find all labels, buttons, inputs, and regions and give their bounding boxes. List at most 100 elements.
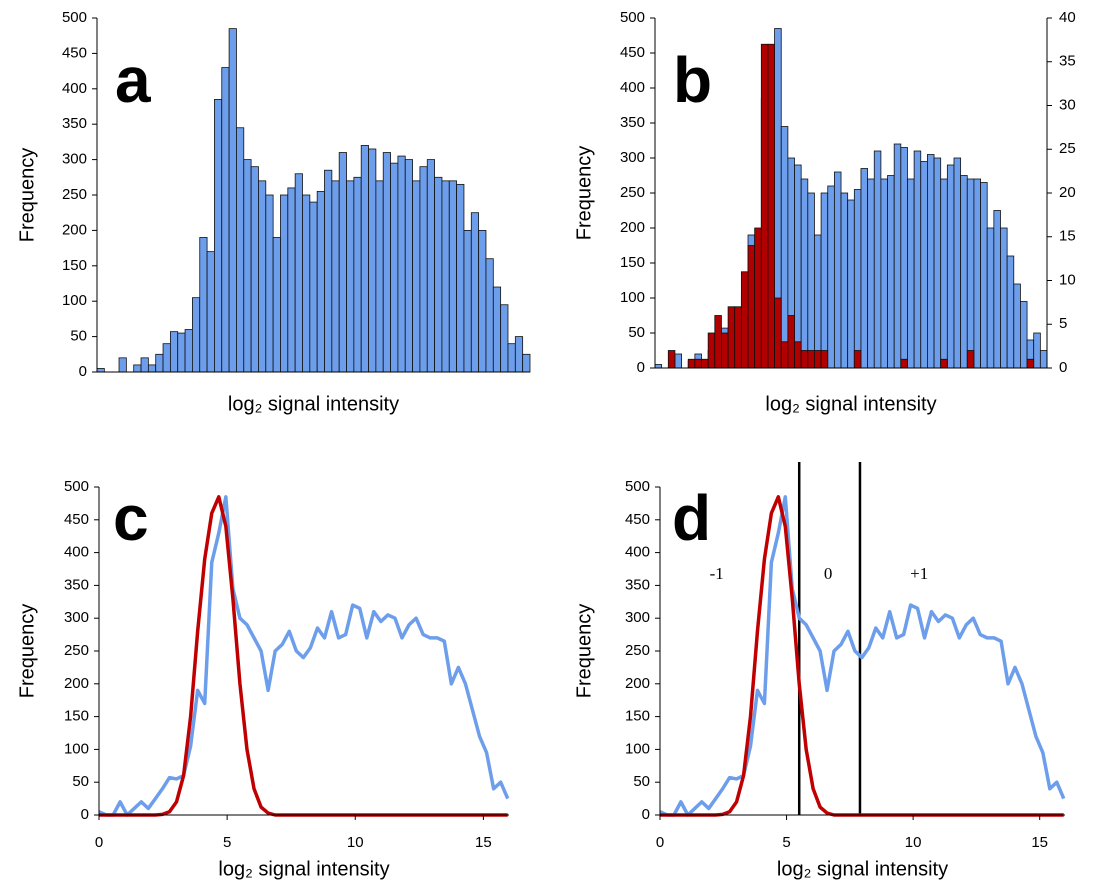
x-tick-label: 0 (95, 834, 103, 851)
bar (740, 271, 749, 369)
bar (780, 126, 789, 369)
y-tick-label: 200 (64, 675, 89, 692)
panel-label: a (115, 44, 151, 116)
y-tick-label: 400 (64, 544, 89, 561)
bar (867, 178, 875, 369)
bar (1026, 358, 1035, 369)
bar (853, 350, 862, 369)
x-tick-label: 15 (1031, 834, 1048, 851)
y-tick-label: 450 (620, 44, 645, 61)
panel-label: d (672, 482, 711, 554)
y-axis-title: Frequency (573, 146, 595, 241)
bar (316, 191, 325, 373)
y-tick-label: 150 (64, 708, 89, 725)
bar (927, 154, 935, 369)
bar (243, 159, 252, 373)
bar (754, 227, 762, 369)
bar (687, 358, 696, 369)
bar (448, 180, 458, 373)
bar (485, 258, 494, 373)
y-tick-label: 50 (633, 773, 650, 790)
line (98, 495, 510, 817)
y-tick-label: 100 (625, 740, 650, 757)
y-tick-label: 0 (637, 359, 645, 376)
bar (302, 194, 311, 373)
y2-tick-label: 15 (1059, 228, 1076, 245)
y-tick-label: 500 (62, 9, 87, 26)
y-tick-label: 50 (628, 324, 645, 341)
bar (280, 194, 289, 373)
x-axis-title: log₂ signal intensity (765, 393, 936, 415)
y-tick-label: 300 (620, 149, 645, 166)
bar (199, 237, 208, 373)
x-tick-label: 5 (223, 834, 231, 851)
bar (309, 201, 318, 373)
bar (674, 353, 682, 369)
bar (900, 358, 908, 369)
panel-label: b (673, 44, 712, 116)
bar (214, 99, 223, 373)
y-tick-label: 50 (70, 328, 87, 345)
y-tick-label: 450 (62, 44, 87, 61)
y-tick-label: 200 (625, 675, 650, 692)
bar (966, 178, 975, 369)
bar (507, 343, 516, 373)
bar (522, 353, 531, 373)
y-tick-label: 150 (620, 254, 645, 271)
bar (880, 178, 888, 369)
x-tick-label: 15 (475, 834, 492, 851)
bar (412, 180, 421, 373)
y-tick-label: 400 (625, 544, 650, 561)
bar (1006, 255, 1015, 369)
y-tick-label: 0 (642, 806, 650, 823)
bar (946, 164, 955, 369)
bar (147, 364, 157, 373)
bar (953, 157, 962, 369)
x-tick-label: 10 (347, 834, 364, 851)
panel-label: c (113, 482, 149, 554)
y-axis-title: Frequency (16, 604, 38, 699)
bar (390, 162, 399, 373)
bar (368, 148, 377, 373)
bar (913, 150, 922, 369)
bar (500, 304, 509, 373)
bar (654, 364, 663, 369)
bar (701, 358, 709, 369)
bar (907, 178, 915, 369)
y2-tick-label: 40 (1059, 9, 1076, 26)
y2-tick-label: 5 (1059, 315, 1067, 332)
y-tick-label: 100 (62, 292, 87, 309)
y-tick-label: 100 (620, 289, 645, 306)
y-tick-label: 500 (625, 478, 650, 495)
bar (456, 183, 465, 373)
bar (96, 368, 105, 373)
bar (250, 166, 259, 373)
y-tick-label: 400 (620, 79, 645, 96)
bar (206, 251, 215, 373)
bar (667, 350, 676, 369)
y-tick-label: 50 (72, 773, 89, 790)
y2-tick-label: 10 (1059, 271, 1076, 288)
bar (887, 175, 895, 369)
bar (780, 341, 789, 369)
y-tick-label: 0 (81, 806, 89, 823)
y-tick-label: 300 (64, 609, 89, 626)
x-tick-label: 0 (656, 834, 664, 851)
bar (873, 150, 882, 369)
bar (900, 147, 908, 369)
y-tick-label: 250 (620, 184, 645, 201)
bar (794, 164, 802, 369)
y-tick-label: 450 (625, 511, 650, 528)
y-tick-label: 350 (620, 114, 645, 131)
bar (774, 297, 782, 369)
y2-tick-label: 20 (1059, 184, 1076, 201)
bar (155, 353, 164, 373)
bar (800, 350, 809, 369)
bar (272, 237, 281, 373)
y-tick-label: 150 (62, 257, 87, 274)
y-tick-label: 300 (62, 151, 87, 168)
bar (338, 152, 347, 373)
bar (140, 357, 149, 373)
